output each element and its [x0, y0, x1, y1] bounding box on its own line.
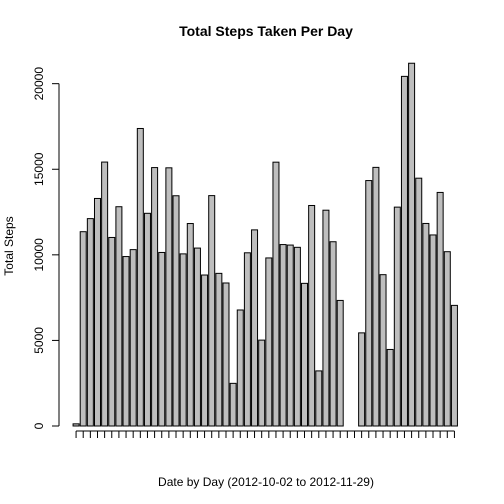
- bar: [393, 206, 401, 427]
- bar: [422, 222, 430, 427]
- bar: [286, 244, 294, 427]
- bar: [379, 274, 387, 427]
- bar: [265, 257, 273, 427]
- bar: [86, 218, 94, 427]
- bar: [293, 246, 301, 427]
- bar: [372, 166, 380, 427]
- bar: [72, 423, 80, 427]
- bar: [158, 251, 166, 427]
- bar: [136, 127, 144, 427]
- bar: [79, 231, 87, 427]
- bar: [243, 252, 251, 427]
- bar: [222, 282, 230, 427]
- chart-title: Total Steps Taken Per Day: [179, 23, 353, 39]
- y-axis-label: Total Steps: [2, 216, 16, 275]
- bar: [101, 161, 109, 427]
- bar: [93, 197, 101, 427]
- bar: [415, 177, 423, 427]
- bar: [436, 191, 444, 427]
- bar: [365, 180, 373, 427]
- bar: [400, 75, 408, 427]
- bar: [108, 236, 116, 427]
- x-axis: [75, 430, 455, 438]
- y-tick-label: 10000: [32, 238, 46, 272]
- bars: [72, 62, 458, 427]
- bar: [151, 167, 159, 427]
- bar: [129, 249, 137, 427]
- bar: [279, 244, 287, 427]
- y-tick-label: 20000: [32, 67, 46, 101]
- x-axis-label: Date by Day (2012-10-02 to 2012-11-29): [158, 475, 374, 489]
- y-axis: 0 5000 10000 15000 20000: [32, 67, 60, 429]
- bar: [358, 332, 366, 427]
- bar: [386, 348, 394, 427]
- bar: [322, 209, 330, 427]
- bar: [258, 339, 266, 427]
- bar: [450, 304, 458, 427]
- bar: [443, 251, 451, 427]
- bar: [251, 229, 259, 427]
- y-tick-label: 5000: [32, 327, 46, 354]
- bar: [408, 62, 416, 427]
- y-tick-label: 0: [32, 422, 46, 429]
- bar: [208, 195, 216, 427]
- bar: [429, 234, 437, 427]
- bar: [122, 256, 130, 427]
- bar: [236, 309, 244, 427]
- bar: [193, 247, 201, 427]
- bar: [165, 167, 173, 427]
- y-tick-label: 15000: [32, 152, 46, 186]
- bar: [201, 274, 209, 427]
- bar: [336, 299, 344, 427]
- bar: [315, 370, 323, 427]
- bar: [215, 272, 223, 427]
- bar: [308, 204, 316, 427]
- bar: [301, 282, 309, 427]
- bar: [186, 223, 194, 427]
- bar: [179, 253, 187, 427]
- bar: [172, 195, 180, 427]
- bar: [143, 212, 151, 427]
- bar: [272, 161, 280, 427]
- bar: [229, 382, 237, 427]
- bar: [115, 206, 123, 427]
- bar: [329, 241, 337, 427]
